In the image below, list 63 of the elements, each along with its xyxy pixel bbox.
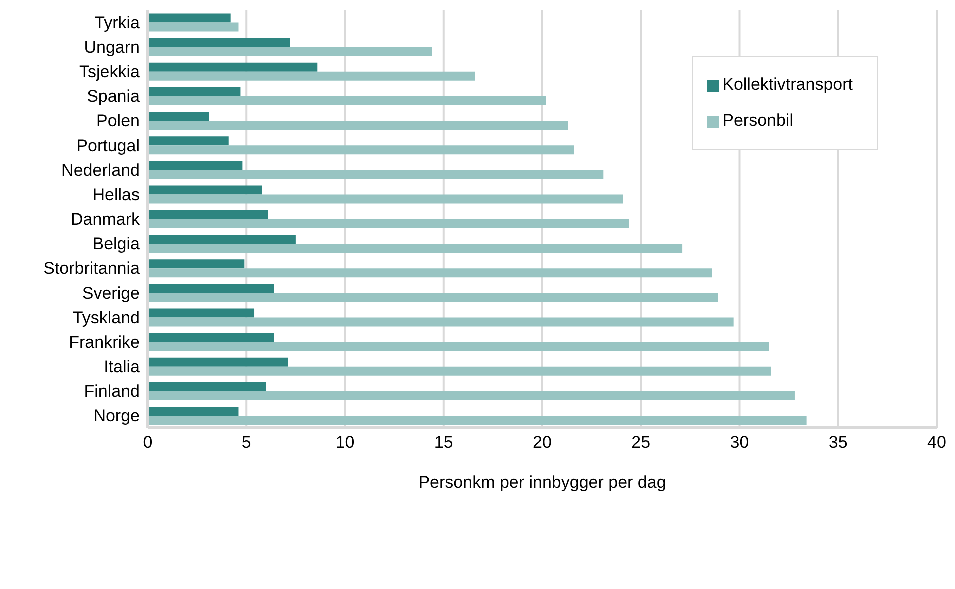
bar <box>148 342 770 352</box>
legend-label: Personbil <box>722 111 794 130</box>
bar <box>148 366 772 376</box>
bar <box>148 219 630 228</box>
y-tick-label: Hellas <box>92 185 140 204</box>
y-tick-label: Ungarn <box>84 38 140 57</box>
y-tick-label: Belgia <box>92 234 141 254</box>
bar <box>148 293 718 302</box>
bar <box>148 22 239 32</box>
bar <box>148 416 807 426</box>
bar <box>148 284 274 294</box>
bar <box>148 407 239 416</box>
y-tick-label: Nederland <box>62 160 140 180</box>
bar <box>148 333 274 342</box>
y-tick-label: Tyrkia <box>94 13 141 32</box>
bar <box>148 47 432 56</box>
bar <box>148 136 229 146</box>
bar <box>148 210 268 220</box>
bar <box>148 170 604 180</box>
x-axis-title: Personkm per innbygger per dag <box>418 473 666 492</box>
bar <box>148 268 712 278</box>
bar <box>148 260 245 269</box>
bar <box>148 72 476 81</box>
x-tick-label: 0 <box>143 433 153 452</box>
y-tick-label: Frankrike <box>69 332 140 352</box>
y-tick-label: Tsjekkia <box>80 62 141 82</box>
y-tick-label: Spania <box>87 87 141 106</box>
x-tick-label: 5 <box>242 433 252 452</box>
bar <box>148 358 288 367</box>
bar <box>148 308 255 318</box>
bar <box>148 62 318 72</box>
bar <box>148 186 262 195</box>
x-tick-label: 15 <box>434 433 454 452</box>
bar <box>148 244 683 253</box>
y-tick-label: Norge <box>94 406 140 426</box>
y-tick-label: Tyskland <box>72 308 140 328</box>
y-tick-label: Danmark <box>71 210 140 230</box>
x-tick-label: 30 <box>730 433 750 452</box>
y-tick-label: Finland <box>84 382 140 402</box>
x-tick-label: 35 <box>828 433 848 452</box>
y-tick-label: Polen <box>96 112 140 131</box>
x-tick-label: 20 <box>533 433 552 452</box>
bar <box>148 194 624 204</box>
bar <box>148 382 266 392</box>
y-tick-label: Storbritannia <box>44 259 141 278</box>
legend-label: Kollektivtransport <box>722 75 853 94</box>
bar <box>148 112 210 122</box>
bar <box>148 38 290 48</box>
bar <box>148 146 574 155</box>
bar <box>148 96 546 106</box>
bar <box>148 87 241 96</box>
bar <box>148 14 231 23</box>
y-tick-label: Sverige <box>82 284 140 303</box>
x-tick-label: 25 <box>632 433 651 452</box>
bar <box>148 318 734 327</box>
y-tick-label: Italia <box>104 358 141 377</box>
y-tick-label: Portugal <box>76 136 140 156</box>
x-tick-label: 10 <box>336 433 355 452</box>
bar <box>148 121 568 130</box>
bar <box>148 392 795 401</box>
bar <box>148 161 243 170</box>
x-tick-label: 40 <box>928 433 946 452</box>
bar <box>148 234 296 244</box>
